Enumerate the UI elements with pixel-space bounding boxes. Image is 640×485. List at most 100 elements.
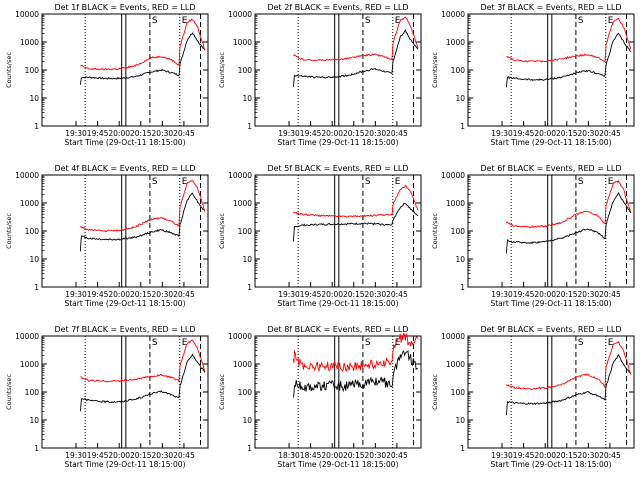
end-marker: E: [608, 338, 614, 348]
x-tick-label: 20:15: [556, 451, 578, 460]
y-axis-label: Counts/sec: [5, 52, 13, 88]
x-tick-label: 19:45: [300, 129, 322, 138]
y-tick-label: 1000: [446, 38, 465, 47]
x-tick-label: 19:30: [65, 129, 87, 138]
y-tick-label: 10000: [228, 10, 252, 19]
series-line-red: [506, 340, 632, 390]
series-line-black: [292, 29, 419, 88]
y-tick-label: 100: [451, 227, 466, 236]
y-tick-label: 100: [451, 388, 466, 397]
chart-title: Det 7f BLACK = Events, RED = LLD: [54, 325, 195, 334]
x-tick-label: 19:45: [513, 290, 535, 299]
y-tick-label: 1: [460, 122, 465, 131]
x-tick-label: 19:30: [65, 290, 87, 299]
x-tick-label: 20:30: [578, 129, 600, 138]
x-tick-label: 19:30: [65, 451, 87, 460]
series-line-red: [80, 339, 206, 384]
y-tick-label: 10: [29, 255, 39, 264]
x-axis-label: Start Time (29-Oct-11 18:15:00): [490, 299, 611, 308]
series-line-black: [505, 32, 632, 88]
x-tick-label: 20:00: [108, 451, 130, 460]
end-marker: E: [182, 177, 188, 187]
chart-title: Det 8f BLACK = Events, RED = LLD: [267, 325, 408, 334]
x-tick-label: 18:45: [300, 451, 322, 460]
x-axis-label: Start Time (29-Oct-11 18:15:00): [490, 460, 611, 469]
y-tick-label: 10000: [15, 10, 39, 19]
chart-title: Det 2f BLACK = Events, RED = LLD: [267, 3, 408, 12]
x-tick-label: 20:30: [365, 290, 387, 299]
y-tick-label: 10: [242, 416, 252, 425]
y-tick-label: 1000: [233, 360, 252, 369]
start-marker: S: [578, 177, 584, 187]
x-tick-label: 19:30: [278, 129, 300, 138]
x-tick-label: 20:45: [173, 451, 195, 460]
y-tick-label: 10: [455, 94, 465, 103]
x-tick-label: 20:45: [386, 129, 408, 138]
plot-frame: [41, 13, 209, 127]
y-tick-label: 10000: [228, 332, 252, 341]
x-tick-label: 18:30: [278, 451, 300, 460]
x-tick-label: 20:30: [152, 290, 174, 299]
plot-frame: [467, 174, 635, 288]
x-tick-label: 20:45: [173, 129, 195, 138]
series-line-red: [293, 16, 419, 62]
plot-frame: [467, 13, 635, 127]
x-tick-label: 20:45: [386, 290, 408, 299]
x-tick-label: 20:15: [130, 451, 152, 460]
x-axis-label: Start Time (29-Oct-11 18:15:00): [490, 138, 611, 147]
x-axis-label: Start Time (29-Oct-11 18:15:00): [64, 299, 185, 308]
series-line-black: [505, 191, 632, 254]
chart-title: Det 9f BLACK = Events, RED = LLD: [480, 325, 621, 334]
y-tick-label: 10: [455, 255, 465, 264]
y-tick-label: 10000: [441, 10, 465, 19]
x-tick-label: 20:15: [130, 129, 152, 138]
y-axis-label: Counts/sec: [218, 374, 226, 410]
x-tick-label: 20:15: [343, 290, 365, 299]
series-line-black: [292, 349, 419, 398]
y-tick-label: 1000: [20, 199, 39, 208]
y-tick-label: 100: [25, 66, 40, 75]
x-tick-label: 20:00: [534, 451, 556, 460]
plot-frame: [254, 335, 422, 449]
end-marker: E: [395, 16, 401, 26]
x-tick-label: 20:15: [556, 129, 578, 138]
y-tick-label: 1000: [233, 199, 252, 208]
start-marker: S: [365, 16, 371, 26]
start-marker: S: [152, 177, 158, 187]
x-axis-label: Start Time (29-Oct-11 18:15:00): [277, 299, 398, 308]
x-tick-label: 19:30: [491, 129, 513, 138]
y-tick-label: 1: [34, 122, 39, 131]
y-tick-label: 1: [34, 444, 39, 453]
y-tick-label: 10000: [441, 171, 465, 180]
y-axis-label: Counts/sec: [431, 52, 439, 88]
y-tick-label: 1000: [446, 360, 465, 369]
x-tick-label: 19:45: [513, 451, 535, 460]
y-tick-label: 10: [455, 416, 465, 425]
y-tick-label: 10000: [15, 171, 39, 180]
series-line-red: [80, 180, 206, 233]
x-tick-label: 19:30: [491, 451, 513, 460]
chart-title: Det 5f BLACK = Events, RED = LLD: [267, 164, 408, 173]
y-tick-label: 10: [29, 416, 39, 425]
x-tick-label: 20:30: [365, 129, 387, 138]
chart-panel-2: Det 2f BLACK = Events, RED = LLD 1 10 100 10…: [218, 3, 422, 147]
x-tick-label: 20:30: [578, 290, 600, 299]
x-tick-label: 19:45: [87, 290, 109, 299]
x-tick-label: 20:45: [386, 451, 408, 460]
chart-panel-3: Det 3f BLACK = Events, RED = LLD 1 10 100 10…: [431, 3, 635, 147]
y-axis-label: Counts/sec: [431, 213, 439, 249]
x-tick-label: 20:30: [578, 451, 600, 460]
x-tick-label: 19:45: [513, 129, 535, 138]
plot-frame: [254, 174, 422, 288]
x-tick-label: 20:00: [108, 129, 130, 138]
plot-frame: [254, 13, 422, 127]
y-tick-label: 10: [29, 94, 39, 103]
y-tick-label: 100: [25, 388, 40, 397]
series-line-black: [505, 353, 632, 416]
x-tick-label: 20:15: [556, 290, 578, 299]
end-marker: E: [608, 177, 614, 187]
y-tick-label: 1: [460, 283, 465, 292]
y-tick-label: 10000: [441, 332, 465, 341]
x-tick-label: 20:00: [534, 290, 556, 299]
